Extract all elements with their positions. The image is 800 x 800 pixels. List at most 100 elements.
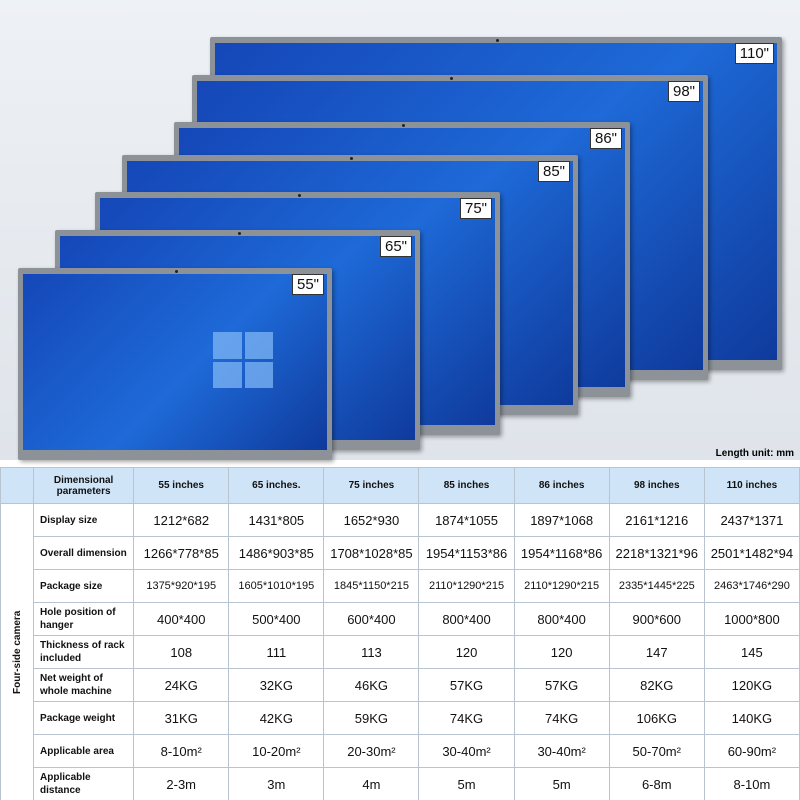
cell: 800*400 bbox=[513, 602, 610, 636]
cell: 74KG bbox=[513, 701, 610, 735]
header-size: 75 inches bbox=[323, 467, 420, 504]
row: Four-side camera Display size 1212*682 1431… bbox=[0, 503, 800, 800]
row: Hole position of hanger 400*400 500*400 600… bbox=[1, 602, 800, 636]
cell: 147 bbox=[608, 635, 705, 669]
cell: 1845*1150*215 bbox=[323, 569, 420, 603]
cell: 2161*1216 bbox=[608, 503, 705, 537]
row-label: Net weight of whole machine bbox=[33, 668, 135, 702]
cell: 57KG bbox=[418, 668, 515, 702]
size-label: 75" bbox=[459, 198, 492, 219]
row-label: Overall dimension bbox=[33, 536, 135, 570]
cell: 1897*1068 bbox=[513, 503, 610, 537]
row: Net weight of whole machine 24KG 32KG 46KG 5… bbox=[1, 668, 800, 702]
header-size: 65 inches. bbox=[228, 467, 325, 504]
camera bbox=[450, 77, 453, 80]
row: Thickness of rack included 108 111 113 120 12… bbox=[1, 635, 800, 669]
cell: 57KG bbox=[513, 668, 610, 702]
cell: 1375*920*195 bbox=[133, 569, 230, 603]
row: Applicable distance 2-3m 3m 4m 5m 5m 6-8m 8-10m bbox=[1, 767, 800, 800]
header-size: 55 inches bbox=[133, 467, 230, 504]
spec-table: Dimensional parameters 55 inches 65 inches… bbox=[0, 467, 800, 800]
cell: 46KG bbox=[323, 668, 420, 702]
row-label: Applicable area bbox=[33, 734, 135, 768]
cell: 5m bbox=[418, 767, 515, 800]
row: Package size 1375*920*195 1605*1010*195 184… bbox=[1, 569, 800, 603]
cell: 120 bbox=[513, 635, 610, 669]
cell: 20-30m² bbox=[323, 734, 420, 768]
cell: 400*400 bbox=[133, 602, 230, 636]
cell: 1266*778*85 bbox=[133, 536, 230, 570]
cell: 30-40m² bbox=[418, 734, 515, 768]
camera bbox=[175, 270, 178, 273]
cell: 2218*1321*96 bbox=[608, 536, 705, 570]
logo-pane bbox=[213, 361, 242, 388]
cell: 3m bbox=[228, 767, 325, 800]
cell: 8-10m bbox=[703, 767, 800, 800]
cell: 50-70m² bbox=[608, 734, 705, 768]
cell: 59KG bbox=[323, 701, 420, 735]
cell: 82KG bbox=[608, 668, 705, 702]
camera bbox=[496, 39, 499, 42]
row-label: Package weight bbox=[33, 701, 135, 735]
cell: 1431*805 bbox=[228, 503, 325, 537]
cell: 106KG bbox=[608, 701, 705, 735]
cell: 1212*682 bbox=[133, 503, 230, 537]
camera bbox=[237, 232, 241, 235]
camera bbox=[297, 194, 301, 197]
size-label: 65" bbox=[379, 236, 412, 257]
cell: 42KG bbox=[228, 701, 325, 735]
cell: 10-20m² bbox=[228, 734, 325, 768]
cell: 1874*1055 bbox=[418, 503, 515, 537]
cell: 60-90m² bbox=[703, 734, 800, 768]
cell: 600*400 bbox=[323, 602, 420, 636]
cell: 2437*1371 bbox=[703, 503, 800, 537]
cell: 120KG bbox=[703, 668, 800, 702]
side-label: Four-side camera bbox=[0, 503, 34, 800]
cell: 4m bbox=[323, 767, 420, 800]
cell: 1486*903*85 bbox=[228, 536, 325, 570]
screen: 55" bbox=[18, 268, 332, 460]
windows-logo bbox=[213, 332, 273, 388]
cell: 6-8m bbox=[608, 767, 705, 800]
row-label: Applicable distance bbox=[33, 767, 135, 800]
row: Package weight 31KG 42KG 59KG 74KG 74KG 106KG 1… bbox=[1, 701, 800, 735]
cell: 24KG bbox=[133, 668, 230, 702]
cell: 111 bbox=[228, 635, 325, 669]
size-label: 86" bbox=[589, 128, 622, 149]
cell: 800*400 bbox=[418, 602, 515, 636]
screen-display bbox=[23, 274, 327, 450]
row-label: Hole position of hanger bbox=[33, 602, 135, 636]
cell: 1605*1010*195 bbox=[228, 569, 325, 603]
cell: 1954*1168*86 bbox=[513, 536, 610, 570]
camera bbox=[350, 157, 353, 160]
header-param: Dimensional parameters bbox=[33, 467, 135, 504]
header-size: 86 inches bbox=[513, 467, 610, 504]
cell: 108 bbox=[133, 635, 230, 669]
cell: 74KG bbox=[418, 701, 515, 735]
row-label: Thickness of rack included bbox=[33, 635, 135, 669]
cell: 500*400 bbox=[228, 602, 325, 636]
cell: 140KG bbox=[703, 701, 800, 735]
row: Applicable area 8-10m² 10-20m² 20-30m² 30-40… bbox=[1, 734, 800, 768]
cell: 120 bbox=[418, 635, 515, 669]
logo-pane bbox=[213, 332, 242, 359]
cell: 8-10m² bbox=[133, 734, 230, 768]
logo-pane bbox=[244, 361, 273, 388]
row-label: Package size bbox=[33, 569, 135, 603]
cell: 2110*1290*215 bbox=[513, 569, 610, 603]
cell: 1954*1153*86 bbox=[418, 536, 515, 570]
cell: 1000*800 bbox=[703, 602, 800, 636]
cell: 1652*930 bbox=[323, 503, 420, 537]
cell: 2501*1482*94 bbox=[703, 536, 800, 570]
row: Overall dimension 1266*778*85 1486*903*85 1… bbox=[1, 536, 800, 570]
row-label: Display size bbox=[33, 503, 135, 537]
cell: 113 bbox=[323, 635, 420, 669]
corner-cell bbox=[0, 467, 35, 504]
cell: 32KG bbox=[228, 668, 325, 702]
cell: 2335*1445*225 bbox=[608, 569, 705, 603]
unit-note: Length unit: mm bbox=[715, 448, 794, 459]
cell: 31KG bbox=[133, 701, 230, 735]
size-label: 85" bbox=[537, 161, 570, 182]
cell: 2110*1290*215 bbox=[418, 569, 515, 603]
